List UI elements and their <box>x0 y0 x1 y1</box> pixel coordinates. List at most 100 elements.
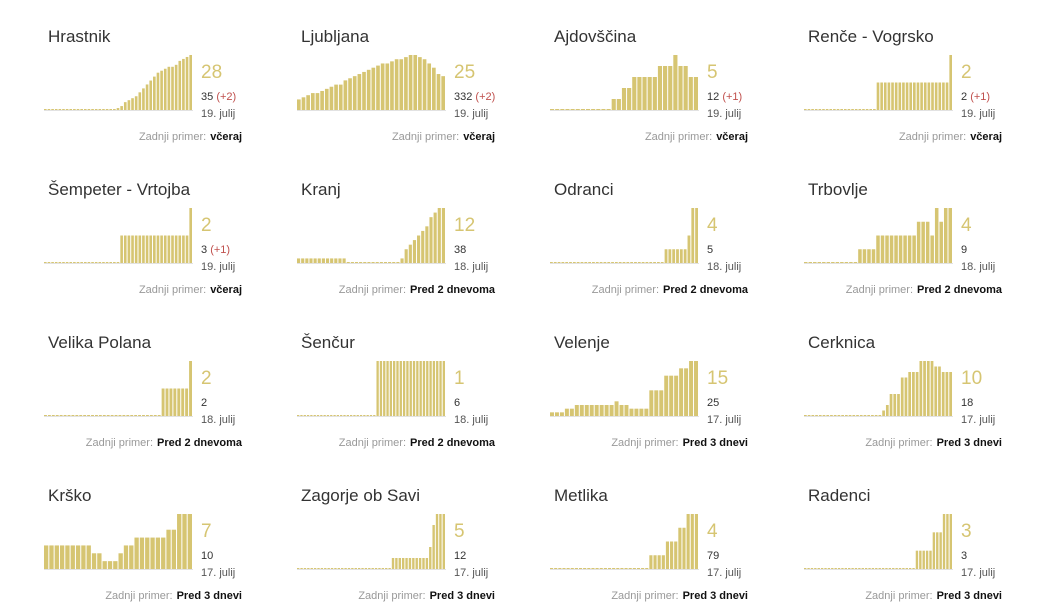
bar <box>429 361 432 416</box>
bar <box>683 66 688 110</box>
bar <box>943 208 948 263</box>
bar <box>413 55 418 110</box>
bar <box>550 109 555 110</box>
bar <box>653 262 656 263</box>
bar <box>181 388 185 416</box>
bar <box>829 109 833 110</box>
bar <box>139 537 145 569</box>
last-case-value: Pred 2 dnevoma <box>410 437 495 449</box>
bar <box>686 514 690 569</box>
bar <box>824 568 827 569</box>
bar <box>131 235 134 263</box>
bar <box>389 361 393 416</box>
bar <box>347 568 351 569</box>
bar <box>425 226 429 263</box>
bar <box>426 361 429 416</box>
bar <box>858 568 861 569</box>
bar <box>416 361 419 416</box>
bar <box>79 415 83 416</box>
bar <box>949 372 953 416</box>
bar <box>825 109 829 110</box>
bar <box>649 390 654 416</box>
total-count: 2 <box>201 397 207 409</box>
bar <box>59 545 65 569</box>
bar <box>65 262 69 263</box>
delta-value: (+1) <box>722 91 743 103</box>
bar <box>342 258 346 263</box>
bar <box>822 109 825 110</box>
bar <box>848 568 851 569</box>
bar <box>844 415 848 416</box>
sparkline-bars <box>297 361 446 417</box>
bar <box>575 109 580 110</box>
bar <box>930 361 934 416</box>
last-case-value: Pred 3 dnevi <box>682 590 748 602</box>
bar <box>395 558 398 569</box>
current-count: 3 <box>961 521 972 542</box>
bar <box>804 109 807 110</box>
bar <box>433 212 437 263</box>
bar <box>86 545 91 569</box>
bar <box>87 415 91 416</box>
bar <box>338 258 342 263</box>
bar <box>836 109 840 110</box>
bar <box>844 262 849 263</box>
last-case-label: Zadnji primer: <box>138 284 207 296</box>
bar <box>363 415 366 416</box>
bar <box>58 262 62 263</box>
total-value: 6 <box>454 397 461 409</box>
bar <box>106 415 110 416</box>
bar <box>659 390 664 416</box>
bar <box>669 375 674 416</box>
bar <box>831 568 834 569</box>
bar <box>885 235 889 263</box>
chart-card: Ljubljana 25 332 (+2) 19. julij Zadnji prime… <box>253 10 495 150</box>
bar <box>645 262 649 263</box>
bar <box>83 109 87 110</box>
bar <box>915 372 919 416</box>
last-case: Zadnji primer: Pred 3 dnevi <box>105 590 242 602</box>
last-case-value: včeraj <box>463 131 495 143</box>
bar <box>664 249 668 263</box>
bar <box>883 82 887 110</box>
bar <box>668 66 673 110</box>
bar <box>388 262 392 263</box>
bar <box>374 568 378 569</box>
bar <box>642 77 647 110</box>
bar <box>916 82 920 110</box>
bar <box>920 82 923 110</box>
bar <box>109 109 113 110</box>
bar <box>949 55 952 110</box>
bar <box>691 208 695 263</box>
bar <box>163 68 167 110</box>
bar <box>574 568 578 569</box>
bar <box>313 568 317 569</box>
chart-title: Metlika <box>554 486 608 505</box>
bar <box>889 394 893 416</box>
bar <box>854 109 858 110</box>
bar <box>418 57 422 110</box>
total-count: 3 <box>961 550 967 562</box>
bar <box>415 558 418 569</box>
total-value: 79 <box>707 550 720 562</box>
bar <box>851 568 854 569</box>
last-case-value: Pred 3 dnevi <box>936 437 1002 449</box>
chart-title: Zagorje ob Savi <box>301 486 421 505</box>
current-count: 1 <box>454 368 465 389</box>
bar <box>102 561 107 569</box>
bar <box>301 97 306 110</box>
bar <box>404 249 408 263</box>
bar <box>574 405 579 416</box>
current-count: 4 <box>707 215 718 236</box>
bar <box>814 109 818 110</box>
bar <box>927 82 931 110</box>
bar <box>70 545 75 569</box>
bar <box>149 80 153 110</box>
bar <box>422 558 425 569</box>
bar <box>80 109 83 110</box>
bar <box>306 95 310 110</box>
chart-title: Ljubljana <box>301 27 370 46</box>
bar <box>908 372 912 416</box>
chart-title: Šenčur <box>301 333 355 352</box>
bar <box>561 262 565 263</box>
